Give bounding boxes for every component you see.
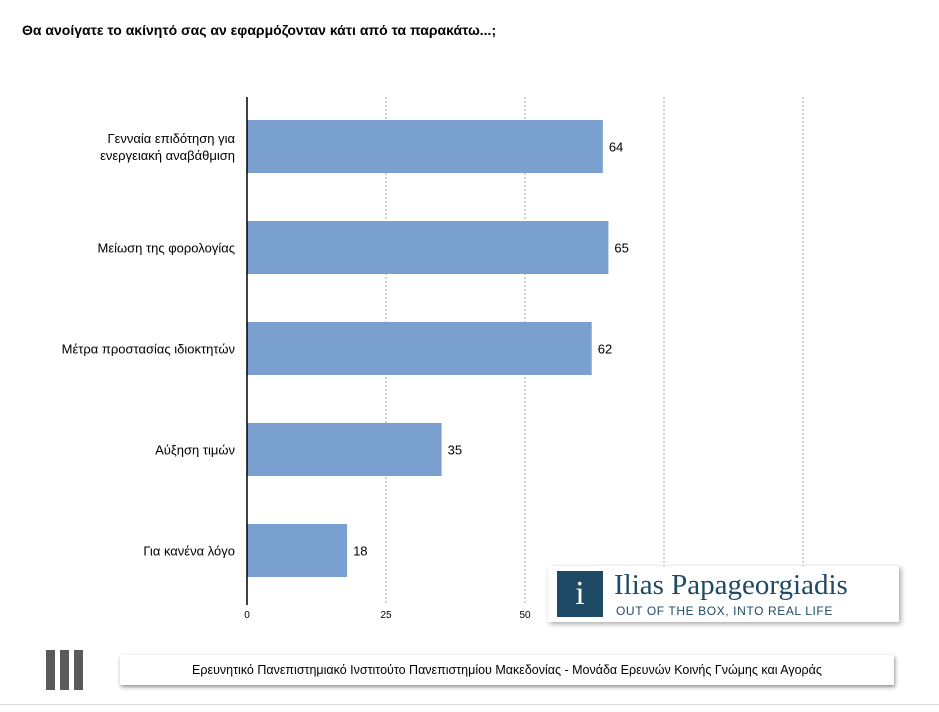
data-label: 18 [353, 544, 367, 559]
data-label: 65 [614, 241, 628, 256]
bar [247, 423, 442, 476]
data-label: 62 [598, 342, 612, 357]
bar [247, 524, 348, 577]
bar [247, 221, 609, 274]
bar [247, 120, 603, 173]
data-label: 35 [448, 443, 462, 458]
data-label: 64 [609, 140, 623, 155]
x-tick-label: 0 [244, 610, 250, 621]
chart-title: Θα ανοίγατε το ακίνητό σας αν εφαρμόζοντ… [22, 22, 497, 38]
logo-tagline: OUT OF THE BOX, INTO REAL LIFE [616, 604, 833, 618]
brand-logo: i Ilias Papageorgiadis OUT OF THE BOX, I… [548, 566, 899, 622]
x-tick-label: 50 [519, 610, 531, 621]
bar [247, 322, 592, 375]
category-label: Αύξηση τιμών [155, 443, 235, 458]
category-label: Γενναία επιδότηση για ενεργειακή αναβάθμι… [100, 131, 235, 163]
x-tick-label: 25 [380, 610, 392, 621]
page-edge-divider [0, 704, 939, 705]
logo-mark-icon: i [557, 571, 603, 617]
category-label: Μείωση της φορολογίας [97, 241, 235, 256]
category-label: Για κανένα λόγο [143, 544, 235, 559]
category-label: Μέτρα προστασίας ιδιοκτητών [62, 342, 235, 357]
footer-banner: Ερευνητικό Πανεπιστημιακό Ινστιτούτο Παν… [120, 655, 894, 685]
logo-name: Ilias Papageorgiadis [614, 569, 848, 601]
footer-text: Ερευνητικό Πανεπιστημιακό Ινστιτούτο Παν… [192, 663, 822, 677]
institute-icon [46, 650, 86, 692]
